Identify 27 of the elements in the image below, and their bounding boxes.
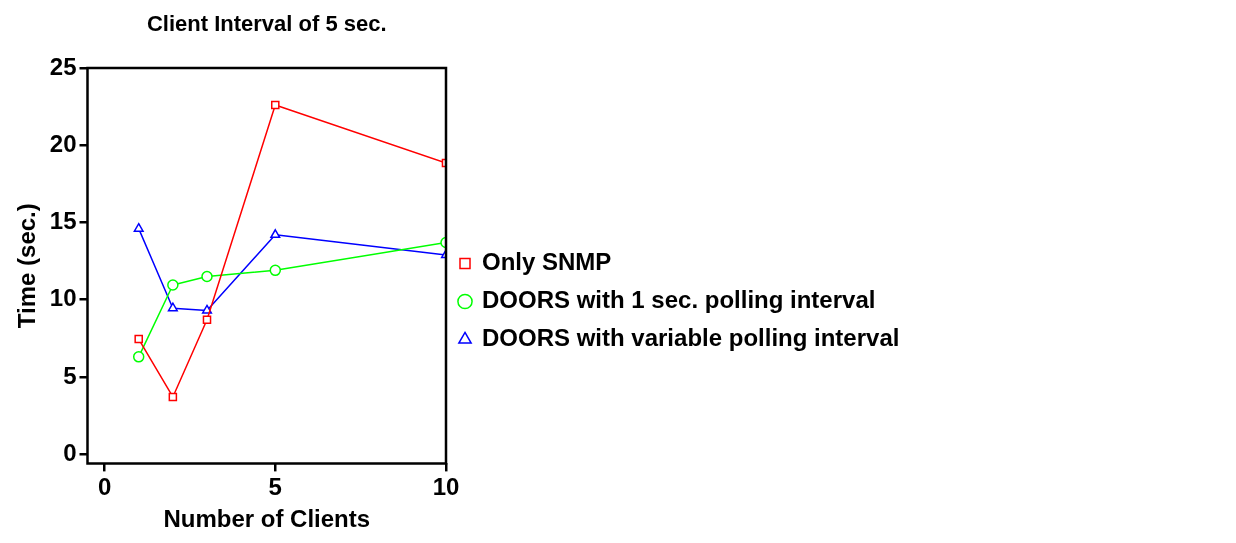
point <box>201 270 213 283</box>
point <box>201 304 213 314</box>
y-tick-label: 5 <box>63 361 77 389</box>
x-tick-label: 5 <box>268 473 282 501</box>
point <box>269 264 282 277</box>
legend-label: Only SNMP <box>482 248 612 276</box>
x-tick-label: 0 <box>97 473 112 501</box>
point <box>202 315 212 325</box>
point <box>133 222 144 232</box>
y-tick-label: 15 <box>49 207 77 235</box>
chart-title: Client Interval of 5 sec. <box>146 11 387 37</box>
x-tick-label: 10 <box>432 473 460 501</box>
y-tick-label: 20 <box>49 129 77 157</box>
point <box>132 351 145 363</box>
x-axis-title: Number of Clients <box>163 505 371 533</box>
y-tick-label: 0 <box>63 438 77 466</box>
y-tick-label: 10 <box>49 284 77 312</box>
y-tick-label: 25 <box>49 52 77 80</box>
point <box>134 334 143 344</box>
point <box>167 279 179 291</box>
point <box>270 229 281 239</box>
point <box>167 302 178 312</box>
legend-label: DOORS with variable polling interval <box>482 324 900 352</box>
point <box>271 100 280 110</box>
point <box>168 392 178 402</box>
y-axis-title: Time (sec.) <box>13 203 41 329</box>
legend-label: DOORS with 1 sec. polling interval <box>482 286 876 314</box>
